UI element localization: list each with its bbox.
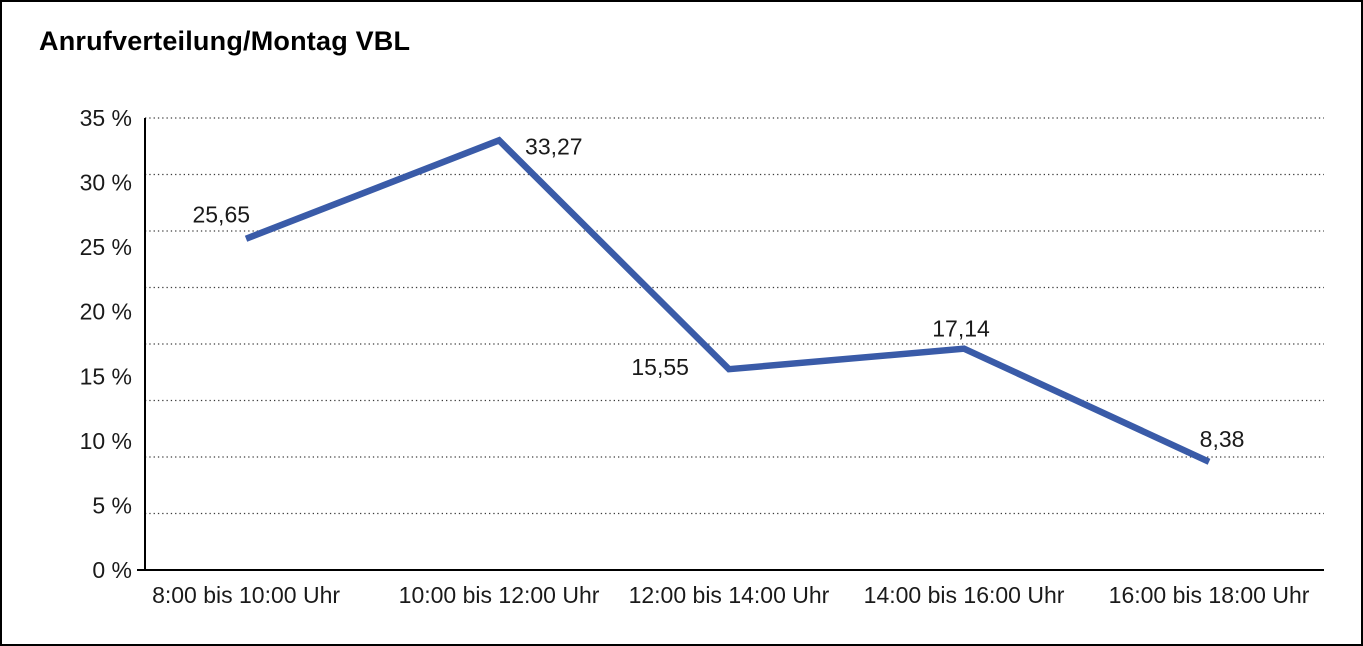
x-tick-label: 14:00 bis 16:00 Uhr bbox=[864, 582, 1065, 608]
x-tick-label: 8:00 bis 10:00 Uhr bbox=[152, 582, 340, 608]
y-tick-label: 0 % bbox=[92, 557, 132, 583]
chart-title: Anrufverteilung/Montag VBL bbox=[39, 26, 411, 56]
data-point-label: 15,55 bbox=[631, 354, 689, 380]
y-tick-label: 35 % bbox=[80, 105, 132, 131]
y-tick-label: 25 % bbox=[80, 234, 132, 260]
x-tick-label: 12:00 bis 14:00 Uhr bbox=[629, 582, 830, 608]
data-point-label: 17,14 bbox=[932, 316, 990, 342]
y-tick-label: 30 % bbox=[80, 170, 132, 196]
data-point-label: 33,27 bbox=[525, 133, 583, 159]
data-point-label: 8,38 bbox=[1200, 426, 1245, 452]
y-tick-label: 10 % bbox=[80, 428, 132, 454]
y-tick-label: 15 % bbox=[80, 363, 132, 389]
x-tick-label: 10:00 bis 12:00 Uhr bbox=[399, 582, 600, 608]
data-point-label: 25,65 bbox=[192, 202, 250, 228]
y-tick-label: 5 % bbox=[92, 492, 132, 518]
y-tick-label: 20 % bbox=[80, 299, 132, 325]
data-line bbox=[244, 136, 1211, 465]
x-tick-label: 16:00 bis 18:00 Uhr bbox=[1109, 582, 1310, 608]
